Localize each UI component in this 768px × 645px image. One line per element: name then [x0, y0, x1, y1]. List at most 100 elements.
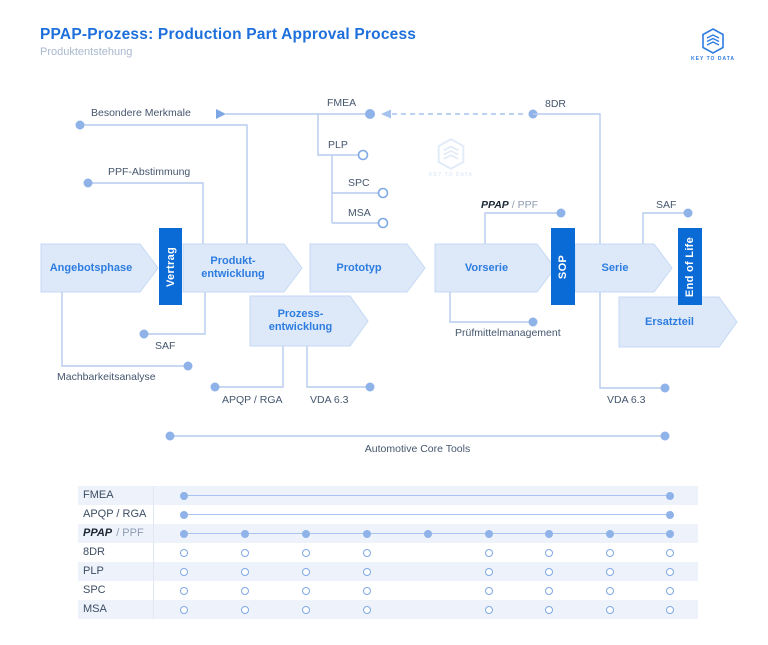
matrix-row-label: PLP	[83, 565, 104, 577]
watermark-logo-text: KEY TO DATA	[429, 172, 473, 178]
matrix-circle-mark	[606, 567, 614, 576]
matrix-dot-mark	[666, 491, 674, 500]
matrix-row-8dr: 8DR	[78, 543, 698, 562]
matrix-circle-mark	[363, 548, 371, 557]
matrix-circle-mark	[545, 548, 553, 557]
dashed-arrowhead-icon	[381, 109, 391, 119]
label-8dr: 8DR	[545, 98, 567, 110]
matrix-circle-mark	[545, 605, 553, 614]
label-plp: PLP	[328, 139, 348, 151]
matrix-circle-mark	[606, 548, 614, 557]
milestone-bar-vertrag: Vertrag	[159, 228, 182, 305]
matrix-row-spc: SPC	[78, 581, 698, 600]
matrix-dot-mark	[180, 491, 188, 500]
label-vda63-left: VDA 6.3	[310, 394, 349, 406]
connector-lines	[61, 109, 693, 441]
label-spc: SPC	[348, 177, 370, 189]
matrix-circle-mark	[302, 605, 310, 614]
matrix-circle-mark	[241, 586, 249, 595]
key-to-data-logo-icon	[702, 28, 724, 54]
matrix-circle-mark	[485, 586, 493, 595]
brand-logo-text: KEY TO DATA	[691, 56, 735, 62]
matrix-row-label: FMEA	[83, 489, 114, 501]
phase-label-prozessentwicklung: Prozess- entwicklung	[250, 296, 351, 346]
matrix-label-divider	[153, 486, 154, 619]
matrix-circle-mark	[485, 605, 493, 614]
phase-arrow-produktentwicklung	[182, 243, 303, 293]
matrix-circle-mark	[485, 548, 493, 557]
milestone-bar-end-of-life: End of Life	[678, 228, 702, 305]
phase-label-text: Produkt-	[210, 255, 256, 267]
matrix-circle-mark	[180, 567, 188, 576]
label-saf-left: SAF	[155, 340, 176, 352]
matrix-dot-mark	[424, 529, 432, 538]
phase-label-prototyp: Prototyp	[310, 244, 408, 292]
matrix-circle-mark	[606, 586, 614, 595]
matrix-row-apqp-rga: APQP / RGA	[78, 505, 698, 524]
phase-label-text: Prozess-	[277, 308, 324, 320]
matrix-row-label: PPAP / PPF	[83, 527, 144, 539]
label-ppap-ppf-top: PPAP / PPF	[481, 199, 538, 211]
phase-arrow-angebotsphase	[40, 243, 159, 293]
matrix-dot-mark	[666, 510, 674, 519]
milestone-bar-sop: SOP	[551, 228, 575, 305]
phase-label-serie: Serie	[575, 244, 655, 292]
matrix-row-line	[184, 513, 670, 516]
matrix-dot-mark	[363, 529, 371, 538]
matrix-dot-mark	[666, 529, 674, 538]
phase-label-vorserie: Vorserie	[435, 244, 538, 292]
phase-label-ersatzteil: Ersatzteil	[619, 297, 720, 347]
phase-arrow-serie	[574, 243, 673, 293]
matrix-circle-mark	[241, 605, 249, 614]
matrix-dot-mark	[302, 529, 310, 538]
matrix-row-label: MSA	[83, 603, 107, 615]
matrix-circle-mark	[302, 567, 310, 576]
label-msa: MSA	[348, 207, 371, 219]
phase-arrows	[40, 243, 738, 348]
phase-arrow-prozessentwicklung	[249, 295, 369, 347]
label-ppap-rest: / PPF	[508, 199, 539, 211]
matrix-circle-mark	[363, 567, 371, 576]
phase-label-text: Ersatzteil	[645, 315, 694, 328]
matrix-circle-mark	[606, 605, 614, 614]
milestone-bar-end-of-life-label: End of Life	[684, 236, 697, 297]
page-title: PPAP-Prozess: Production Part Approval P…	[40, 26, 417, 43]
matrix-circle-mark	[180, 605, 188, 614]
phase-label-text: Prototyp	[336, 261, 382, 274]
matrix-circle-mark	[302, 586, 310, 595]
phase-label-angebotsphase: Angebotsphase	[41, 244, 141, 292]
phase-arrow-prototyp	[309, 243, 426, 293]
phase-label-text: Serie	[601, 261, 629, 274]
page-subtitle: Produktentstehung	[40, 46, 133, 58]
matrix-row-plp: PLP	[78, 562, 698, 581]
matrix-circle-mark	[485, 567, 493, 576]
matrix-circle-mark	[241, 567, 249, 576]
matrix-dot-mark	[606, 529, 614, 538]
matrix-row-line	[184, 494, 670, 497]
matrix-row-label: APQP / RGA	[83, 508, 147, 520]
matrix-circle-mark	[666, 586, 674, 595]
matrix-circle-mark	[180, 548, 188, 557]
label-fmea: FMEA	[327, 97, 357, 109]
watermark-logo-icon	[437, 138, 465, 170]
label-besondere-merkmale: Besondere Merkmale	[91, 107, 191, 119]
matrix-circle-mark	[545, 567, 553, 576]
milestone-bar-vertrag-label: Vertrag	[164, 246, 177, 287]
label-saf-top: SAF	[656, 199, 677, 211]
matrix-dot-mark	[545, 529, 553, 538]
label-vda63-right: VDA 6.3	[607, 394, 646, 406]
phase-label-text: entwicklung	[201, 268, 265, 280]
label-ppap-bold: PPAP	[481, 199, 509, 211]
phase-arrow-ersatzteil	[618, 296, 738, 348]
matrix-circle-mark	[302, 548, 310, 557]
matrix-circle-mark	[666, 605, 674, 614]
phase-label-produktentwicklung: Produkt- entwicklung	[183, 244, 283, 292]
matrix-dot-mark	[241, 529, 249, 538]
matrix-dot-mark	[180, 510, 188, 519]
matrix-circle-mark	[363, 586, 371, 595]
matrix-row-fmea: FMEA	[78, 486, 698, 505]
label-apqp-rga: APQP / RGA	[222, 394, 283, 406]
matrix-circle-mark	[241, 548, 249, 557]
